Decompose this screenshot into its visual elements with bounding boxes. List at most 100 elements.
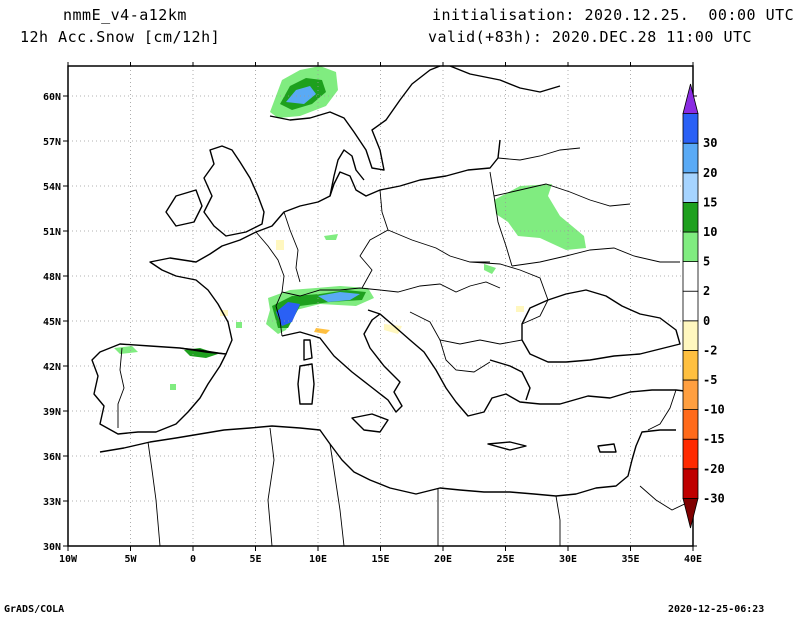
colorbar-arrow-bottom [682,498,699,529]
lon-label-6: 20E [434,554,452,565]
snow-patch-norway-high [286,86,316,104]
border-balkans-2 [439,339,491,373]
coast-aegean [489,359,531,401]
coast-denmark [329,149,365,197]
border-ukraine [511,247,680,267]
border-balkans-1 [409,311,523,345]
colorbar-swatch-11 [682,172,699,203]
lat-label-4: 42N [43,362,61,373]
colorbar-label-10: 15 [703,195,717,209]
border-belarus [493,183,631,207]
lat-label-3: 39N [43,407,61,418]
border-north-africa-3 [329,443,345,546]
border-czech [387,229,490,263]
colorbar-label-1: -20 [703,462,725,476]
border-hungary [379,281,501,293]
coast-britain [203,145,265,237]
colorbar-swatch-2 [682,438,699,470]
colorbar-swatch-13 [682,113,699,144]
coast-norway [269,66,441,171]
colorbar-swatch-6 [682,320,699,351]
melt-patch-1 [314,328,330,334]
map-field [68,66,693,546]
lat-label-7: 51N [43,227,61,238]
lon-label-7: 25E [496,554,514,565]
colorbar-swatch-4 [682,379,699,411]
coast-italy [281,309,403,413]
snow-patch-cantabria [114,346,138,354]
axis-ticks: 10W 5W 0 5E 10E 15E 20E 25E 30E 35E 40E 30N 33N 36N 39… [43,62,702,565]
lon-label-4: 10E [309,554,327,565]
border-spain-portugal [117,347,125,428]
lat-label-9: 57N [43,137,61,148]
colorbar-label-12: 30 [703,136,717,150]
colorbar-swatch-8 [682,261,699,292]
colorbar-label-9: 10 [703,225,717,239]
border-alps [281,287,381,297]
snow-patch-belarus [494,184,586,250]
coast-crete [487,441,527,451]
border-poland-east [489,171,513,267]
border-germany-east [359,189,389,289]
graticule [68,66,693,546]
colorbar-label-0: -30 [703,491,725,505]
lat-label-10: 60N [43,92,61,103]
melt-patch-5 [516,306,524,312]
border-france-east [255,231,285,337]
coast-black-sea [521,289,681,363]
snow-patch-alps-high [276,302,300,326]
border-baltics [497,147,581,161]
lon-label-9: 35E [621,554,639,565]
colorbar-swatch-1 [682,468,699,499]
lon-label-0: 10W [59,554,78,565]
border-turkey [647,389,677,431]
border-middle-east [639,485,693,511]
valid-time: valid(+83h): 2020.DEC.28 11:00 UTC [428,28,753,46]
colorbar-label-2: -15 [703,432,725,446]
footer-timestamp: 2020-12-25-06:23 [668,604,765,615]
coast-finland [449,66,561,93]
snow-patch-small-2 [484,264,496,274]
lat-label-6: 48N [43,272,61,283]
melt-patch-4 [276,240,284,250]
field-name: 12h Acc.Snow [cm/12h] [20,28,221,46]
colorbar-label-11: 20 [703,166,717,180]
lon-label-5: 15E [371,554,389,565]
coast-cyprus [597,443,617,453]
model-name: nmmE_v4-a12km [63,6,187,24]
snow-patch-alps-east [318,292,360,302]
coast-corsica [303,339,313,361]
colorbar-swatch-9 [682,231,699,263]
colorbar-swatch-7 [682,290,699,322]
colorbar-swatch-5 [682,349,699,381]
coast-france-north [149,139,501,355]
border-romania [469,261,549,325]
coast-balkans [379,313,693,417]
snow-patches [114,66,586,390]
coast-africa [99,425,676,497]
lat-label-2: 36N [43,452,61,463]
init-time: initialisation: 2020.12.25. 00:00 UTC [432,6,795,24]
lon-label-10: 40E [684,554,702,565]
border-north-africa-2 [267,427,275,546]
colorbar-arrow-top [682,83,699,114]
lat-label-5: 45N [43,317,61,328]
coast-sardinia [297,363,315,405]
melt-patch-2 [384,324,402,334]
footer-credit: GrADS/COLA [4,604,65,615]
lat-label-8: 54N [43,182,61,193]
border-germany-west [283,211,301,283]
coastlines [91,66,693,497]
colorbar-label-7: 2 [703,284,710,298]
lon-label-8: 30E [559,554,577,565]
snow-patch-small-1 [324,234,338,240]
colorbar-label-3: -10 [703,403,725,417]
colorbar-swatch-12 [682,142,699,174]
snow-patch-small-3 [170,384,176,390]
lon-label-1: 5W [124,554,137,565]
lon-label-2: 0 [190,554,196,565]
borders [117,147,693,546]
border-north-africa [147,441,161,546]
